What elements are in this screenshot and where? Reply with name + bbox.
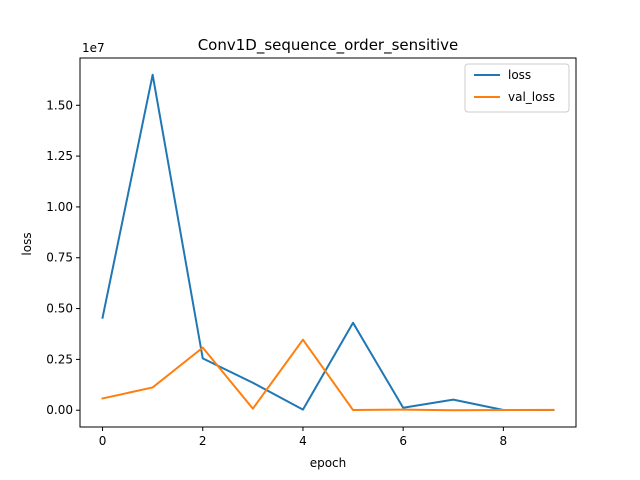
y-tick-label: 1.00 xyxy=(46,200,73,214)
x-tick-label: 0 xyxy=(99,434,107,448)
axes-frame xyxy=(79,57,577,428)
y-tick-label: 1.50 xyxy=(46,98,73,112)
legend: loss val_loss xyxy=(464,63,570,113)
x-tick-label: 6 xyxy=(399,434,407,448)
y-offset-label: 1e7 xyxy=(82,41,105,55)
legend-label-val-loss: val_loss xyxy=(508,90,555,104)
y-axis-label: loss xyxy=(20,232,34,255)
series-line-loss xyxy=(101,73,555,412)
x-tick-label: 2 xyxy=(199,434,207,448)
x-axis-label: epoch xyxy=(310,456,347,470)
y-tick-label: 0.00 xyxy=(46,403,73,417)
plot-area: 0 2 4 6 8 0.00 0.25 0.50 0.75 1.00 1.25 1.50 xyxy=(46,57,577,448)
y-tick-label: 1.25 xyxy=(46,149,73,163)
legend-label-loss: loss xyxy=(508,68,531,82)
chart-title: Conv1D_sequence_order_sensitive xyxy=(198,36,459,55)
y-tick-label: 0.25 xyxy=(46,352,73,366)
x-tick-label: 4 xyxy=(299,434,307,448)
y-tick-label: 0.75 xyxy=(46,251,73,265)
series-line-val-loss xyxy=(101,338,555,412)
x-tick-label: 8 xyxy=(500,434,508,448)
y-tick-label: 0.50 xyxy=(46,302,73,316)
